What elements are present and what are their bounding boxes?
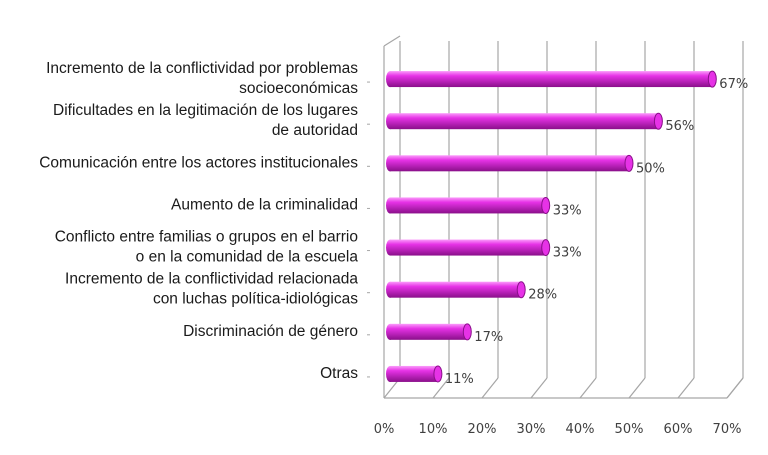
x-axis-ticks: 0% 10% 20% 30% 40% 50% 60% 70% [374,422,742,437]
bar-body [390,323,468,340]
category-label: Otras [320,365,358,382]
bar: 33% [386,196,582,218]
data-label: 11% [445,372,474,387]
bar: 50% [386,154,665,176]
category-label: Dificultades en la legitimación de los l… [53,102,358,139]
tick-label: 50% [615,422,644,437]
bar-body [390,113,659,130]
category-label: Incremento de la conflictividad por prob… [46,60,358,97]
bar-body [390,239,546,256]
bar-cap [433,365,443,383]
floor-right [726,377,744,399]
category-label: Aumento de la criminalidad [171,196,358,213]
floor-line [628,377,646,399]
data-label: 28% [528,288,557,303]
bar-cap [624,154,634,172]
bar-base [386,239,394,256]
bar-base [386,71,394,88]
tick-label: 0% [374,422,395,437]
bar: 67% [386,70,748,92]
data-label: 17% [474,330,503,345]
bar: 28% [386,281,557,303]
bars: 67% 56% 50% 33% 33% 28% 17% 11% [386,70,748,387]
bar-body [390,281,522,298]
bar-base [386,197,394,214]
tick-label: 40% [566,422,595,437]
tick-label: 10% [419,422,448,437]
bar-cap [541,196,551,214]
bar-cap [516,281,526,299]
bar-cap [541,239,551,257]
bar: 11% [386,365,474,387]
data-label: 33% [553,203,582,218]
floor-line [432,377,450,399]
bar-base [386,365,394,382]
data-label: 67% [719,77,748,92]
bar-cap [653,112,663,130]
bar: 33% [386,239,582,261]
floor-line [677,377,695,399]
floor-line [530,377,548,399]
data-label: 33% [553,246,582,261]
side-wall-top [383,35,401,47]
bar-body [390,365,438,382]
tick-label: 30% [517,422,546,437]
floor-line [481,377,499,399]
bar-base [386,113,394,130]
bar-body [390,71,713,88]
data-label: 56% [665,119,694,134]
category-label: Comunicación entre los actores instituci… [39,154,358,171]
bar-base [386,323,394,340]
bar: 56% [386,112,694,134]
category-label: Incremento de la conflictividad relacion… [65,271,358,308]
bar-base [386,155,394,172]
category-labels: Incremento de la conflictividad por prob… [39,60,358,382]
tick-label: 60% [664,422,693,437]
bar-cap [462,323,472,341]
bar: 17% [386,323,503,345]
bar-body [390,197,546,214]
tick-label: 20% [468,422,497,437]
category-label: Conflicto entre familias o grupos en el … [55,229,359,266]
bar-body [390,155,629,172]
data-label: 50% [636,161,665,176]
category-label: Discriminación de género [183,323,358,340]
floor-line [579,377,597,399]
bar-cap [707,70,717,88]
tick-label: 70% [713,422,742,437]
bar-base [386,281,394,298]
